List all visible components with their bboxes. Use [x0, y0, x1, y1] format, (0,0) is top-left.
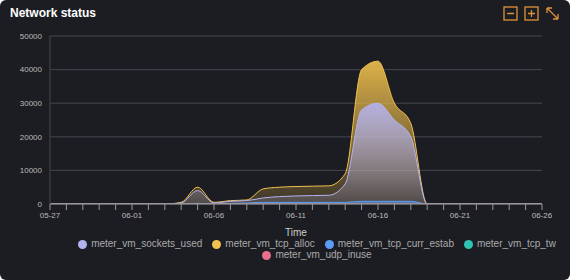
- html-text:meter_vm_sockets_used: meter_vm_sockets_used: [91, 238, 203, 249]
- svg-text:50000: 50000: [20, 32, 43, 41]
- html-text:meter_vm_tcp_curr_estab: meter_vm_tcp_curr_estab: [337, 238, 454, 249]
- svg-text:10000: 10000: [20, 166, 43, 175]
- svg-text:40000: 40000: [20, 65, 43, 74]
- svg-text:30000: 30000: [20, 99, 43, 108]
- html-text:meter_vm_tcp_alloc: meter_vm_tcp_alloc: [225, 238, 315, 249]
- html-text:meter_vm_udp_inuse: meter_vm_udp_inuse: [275, 249, 372, 260]
- svg-text:06-26: 06-26: [532, 211, 553, 220]
- svg-text:06-06: 06-06: [204, 211, 225, 220]
- svg-text:06-01: 06-01: [122, 211, 143, 220]
- svg-text:Time: Time: [285, 227, 307, 238]
- svg-text:0: 0: [38, 200, 43, 209]
- svg-text:06-16: 06-16: [368, 211, 389, 220]
- svg-text:06-11: 06-11: [286, 211, 306, 220]
- svg-text:05-27: 05-27: [40, 211, 61, 220]
- svg-text:20000: 20000: [20, 133, 43, 142]
- html-text:meter_vm_tcp_tw: meter_vm_tcp_tw: [477, 238, 556, 249]
- html-text:Network status: Network status: [10, 6, 96, 20]
- svg-text:06-21: 06-21: [450, 211, 471, 220]
